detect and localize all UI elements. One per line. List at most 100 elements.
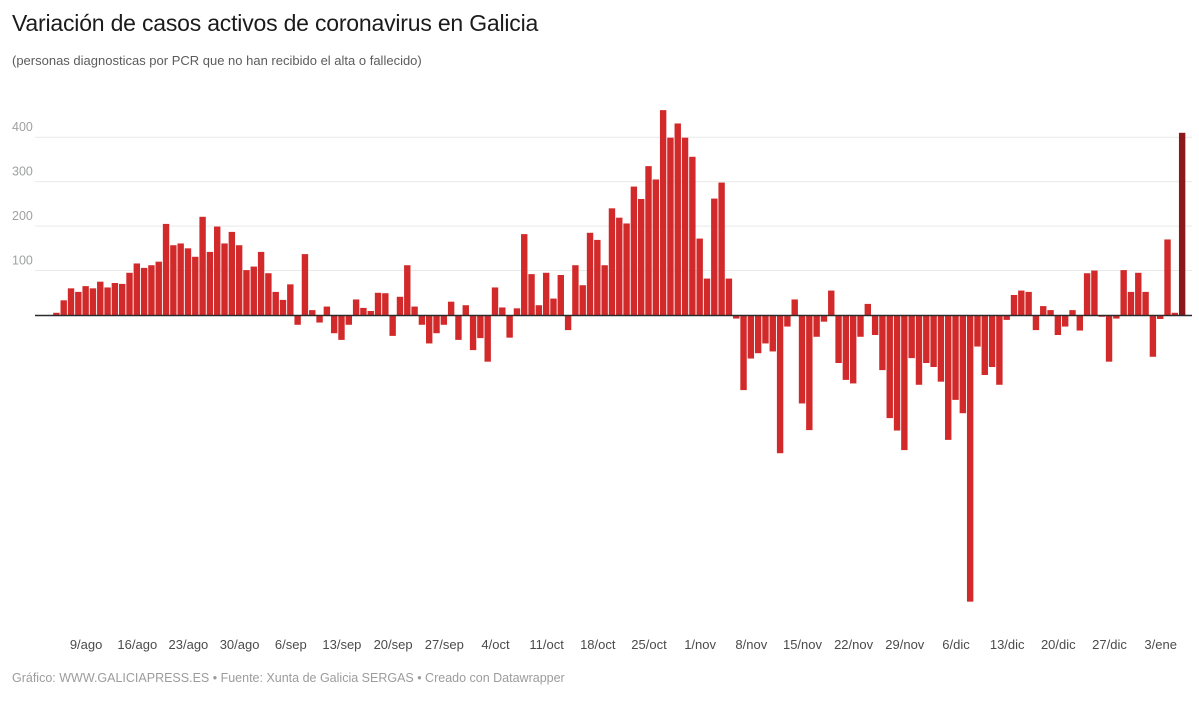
bar[interactable] [148, 265, 155, 315]
bar[interactable] [820, 315, 828, 322]
bar[interactable] [630, 186, 638, 315]
bar[interactable] [572, 265, 579, 315]
bar[interactable] [1047, 310, 1054, 315]
bar[interactable] [118, 283, 126, 315]
bar[interactable] [528, 274, 535, 315]
bar[interactable] [140, 267, 148, 315]
bar[interactable] [506, 315, 513, 338]
bar[interactable] [564, 315, 572, 331]
bar[interactable] [776, 315, 784, 454]
bar[interactable] [221, 243, 228, 315]
bar[interactable] [718, 182, 725, 315]
bar[interactable] [316, 315, 323, 323]
bar[interactable] [257, 251, 265, 315]
bar[interactable] [367, 311, 374, 315]
bar[interactable] [462, 305, 469, 315]
bar[interactable] [945, 315, 952, 440]
bar[interactable] [323, 306, 331, 315]
bar[interactable] [352, 299, 360, 315]
bar[interactable] [513, 308, 521, 315]
bar[interactable] [279, 299, 287, 315]
bar[interactable] [681, 137, 689, 315]
bar[interactable] [60, 300, 67, 315]
bar[interactable] [440, 315, 448, 325]
bar[interactable] [828, 290, 835, 315]
bar[interactable] [1120, 270, 1127, 315]
bar[interactable] [579, 285, 586, 315]
bar[interactable] [484, 315, 491, 362]
bar[interactable] [1054, 315, 1062, 335]
bar[interactable] [170, 245, 177, 315]
bar[interactable] [1164, 239, 1171, 315]
bar[interactable] [287, 284, 294, 315]
bar[interactable] [272, 291, 279, 315]
bar[interactable] [806, 315, 813, 431]
bar[interactable] [111, 283, 119, 315]
bar[interactable] [294, 315, 301, 325]
bar[interactable] [199, 216, 206, 315]
bar[interactable] [996, 315, 1003, 385]
bar[interactable] [645, 166, 652, 315]
bar[interactable] [418, 315, 426, 325]
bar[interactable] [433, 315, 440, 334]
bar[interactable] [652, 179, 660, 315]
bar[interactable] [974, 315, 981, 347]
bar[interactable] [75, 291, 82, 315]
bar[interactable] [594, 239, 601, 315]
bar[interactable] [1149, 315, 1157, 357]
bar[interactable] [206, 251, 214, 315]
bar[interactable] [404, 265, 411, 315]
bar[interactable] [725, 278, 733, 315]
bar[interactable] [374, 292, 382, 315]
bar[interactable] [1083, 273, 1091, 315]
bar[interactable] [1157, 315, 1164, 319]
bar[interactable] [1076, 315, 1083, 331]
bar[interactable] [586, 232, 594, 315]
bar[interactable] [1142, 291, 1149, 315]
bar[interactable] [265, 273, 272, 315]
bar[interactable] [937, 315, 945, 382]
bar[interactable] [849, 315, 857, 384]
bar[interactable] [250, 266, 257, 315]
bar[interactable] [557, 275, 564, 315]
bar[interactable] [703, 278, 711, 315]
bar[interactable] [740, 315, 747, 391]
bar[interactable] [893, 315, 901, 431]
bar[interactable] [711, 198, 718, 315]
bar[interactable] [747, 315, 755, 359]
bar[interactable] [192, 256, 199, 315]
bar[interactable] [1113, 315, 1120, 319]
bar[interactable] [659, 110, 667, 315]
bar[interactable] [360, 307, 367, 315]
bar[interactable] [162, 223, 170, 315]
bar[interactable] [915, 315, 923, 385]
bar[interactable] [638, 199, 645, 315]
bar[interactable] [667, 137, 674, 315]
bar[interactable] [184, 248, 192, 315]
bar[interactable] [981, 315, 988, 375]
bar[interactable] [67, 288, 75, 315]
bar[interactable] [1061, 315, 1069, 327]
bar[interactable] [1091, 270, 1098, 315]
bar[interactable] [1127, 291, 1135, 315]
bar[interactable] [309, 310, 316, 315]
bar[interactable] [389, 315, 396, 336]
bar[interactable] [791, 299, 798, 315]
bar[interactable] [126, 272, 133, 315]
bar[interactable] [1069, 310, 1076, 315]
bar[interactable] [550, 298, 557, 315]
bar[interactable] [871, 315, 879, 335]
bar[interactable] [477, 315, 484, 339]
bar[interactable] [762, 315, 769, 344]
bar[interactable] [104, 287, 111, 315]
bar[interactable] [616, 217, 623, 315]
bar[interactable] [813, 315, 820, 337]
bar[interactable] [89, 288, 97, 315]
bar[interactable] [601, 265, 608, 315]
bar[interactable] [155, 261, 162, 315]
bar[interactable] [53, 312, 60, 315]
bar[interactable] [382, 293, 389, 315]
bar[interactable] [82, 286, 89, 315]
bar[interactable] [959, 315, 967, 414]
bar[interactable] [542, 272, 550, 315]
